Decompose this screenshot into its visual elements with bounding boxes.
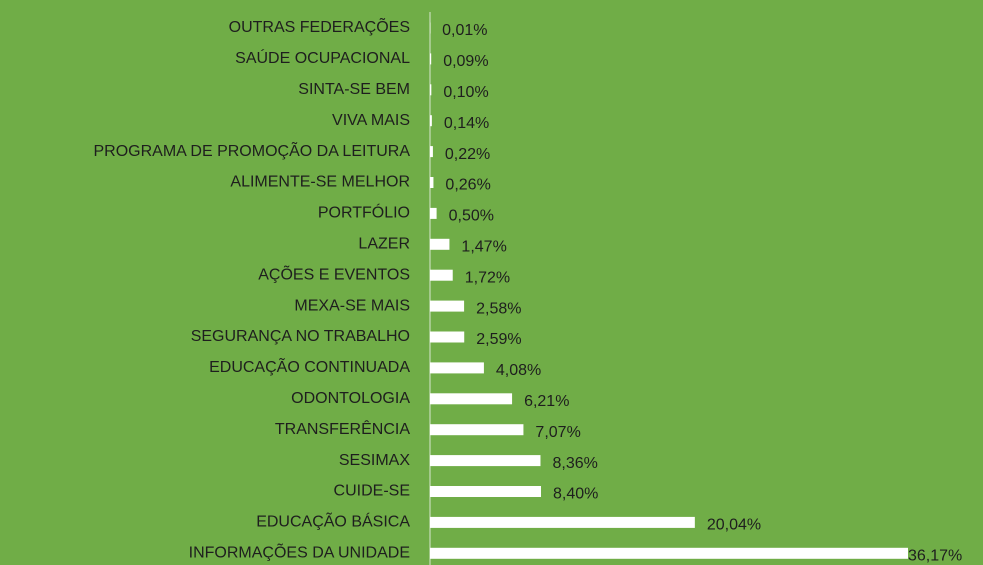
bar	[430, 455, 541, 467]
value-label: 0,01%	[442, 22, 487, 39]
category-label: ALIMENTE-SE MELHOR	[230, 174, 410, 191]
value-label: 0,14%	[444, 115, 489, 132]
bar	[430, 331, 465, 343]
value-label: 0,50%	[449, 208, 494, 225]
category-label: SEGURANÇA NO TRABALHO	[191, 328, 410, 345]
bar	[430, 393, 513, 405]
value-label: 20,04%	[707, 517, 761, 534]
value-label: 0,26%	[445, 177, 490, 194]
bar	[430, 486, 542, 497]
category-label: OUTRAS FEDERAÇÕES	[229, 16, 410, 36]
bar	[430, 424, 524, 436]
category-label: VIVA MAIS	[332, 112, 410, 129]
category-label: SAÚDE OCUPACIONAL	[235, 48, 410, 67]
category-label: SINTA-SE BEM	[298, 81, 410, 98]
bar	[430, 146, 433, 158]
value-label: 0,10%	[443, 84, 488, 101]
bar	[430, 53, 432, 65]
value-label: 0,22%	[445, 146, 490, 163]
category-label: EDUCAÇÃO CONTINUADA	[209, 356, 410, 376]
category-label: LAZER	[358, 236, 410, 253]
bar	[430, 84, 432, 96]
value-label: 8,36%	[552, 455, 597, 472]
value-label: 36,17%	[908, 548, 962, 565]
bar	[430, 207, 437, 219]
value-label: 2,58%	[476, 300, 521, 317]
bar	[430, 238, 450, 250]
category-label: AÇÕES E EVENTOS	[258, 263, 410, 283]
bar	[430, 547, 908, 559]
bar	[430, 177, 434, 188]
bar	[430, 22, 431, 34]
category-label: INFORMAÇÕES DA UNIDADE	[189, 542, 410, 562]
category-label: TRANSFERÊNCIA	[275, 419, 410, 438]
category-label: ODONTOLOGIA	[291, 390, 410, 407]
bar	[430, 362, 484, 374]
category-label: PORTFÓLIO	[318, 203, 410, 222]
bar	[430, 516, 695, 528]
bar	[430, 115, 432, 127]
value-label: 1,47%	[461, 239, 506, 256]
category-label: EDUCAÇÃO BÁSICA	[256, 511, 410, 531]
value-label: 0,09%	[443, 53, 488, 70]
value-label: 6,21%	[524, 393, 569, 410]
category-label: CUIDE-SE	[334, 483, 410, 500]
bar	[430, 269, 453, 281]
value-label: 2,59%	[476, 331, 521, 348]
value-label: 4,08%	[496, 362, 541, 379]
value-label: 1,72%	[465, 269, 510, 286]
category-label: MEXA-SE MAIS	[294, 297, 410, 314]
value-label: 7,07%	[535, 424, 580, 441]
category-label: PROGRAMA DE PROMOÇÃO DA LEITURA	[94, 140, 411, 160]
value-label: 8,40%	[553, 486, 598, 503]
category-label: SESIMAX	[339, 452, 410, 469]
bar	[430, 300, 465, 312]
